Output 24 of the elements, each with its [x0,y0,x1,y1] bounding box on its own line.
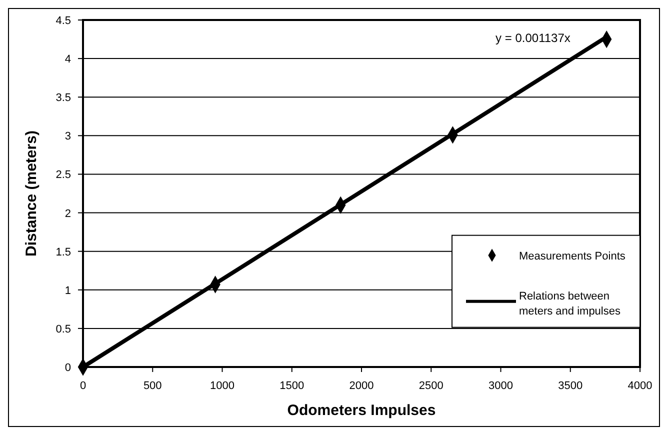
y-tick-label: 4.5 [56,15,71,27]
y-tick-label: 4 [64,54,71,66]
x-tick-label: 0 [80,380,86,392]
x-tick-label: 1500 [280,380,304,392]
x-tick-label: 3500 [558,380,583,392]
x-tick-label: 4000 [628,380,652,392]
y-tick-label: 0 [64,362,71,374]
legend-label: Relations between meters and impulses [519,290,621,318]
x-tick-label: 2000 [349,380,374,392]
y-axis-title: Distance (meters) [23,130,40,256]
x-axis-title: Odometers Impulses [287,402,436,419]
x-tick-label: 1000 [210,380,234,392]
legend-label: Measurements Points [519,250,626,262]
y-tick-label: 1 [64,284,71,297]
annotation: y = 0.001137x [496,31,570,45]
x-tick-label: 500 [143,380,162,392]
y-tick-label: 3.5 [56,92,71,104]
y-tick-label: 0.5 [56,323,71,336]
y-tick-label: 1.5 [56,246,71,258]
y-tick-label: 2.5 [56,169,71,182]
x-tick-label: 2500 [418,380,444,392]
y-tick-label: 3 [64,130,71,143]
x-tick-label: 3000 [488,380,513,392]
y-tick-label: 2 [64,208,71,220]
